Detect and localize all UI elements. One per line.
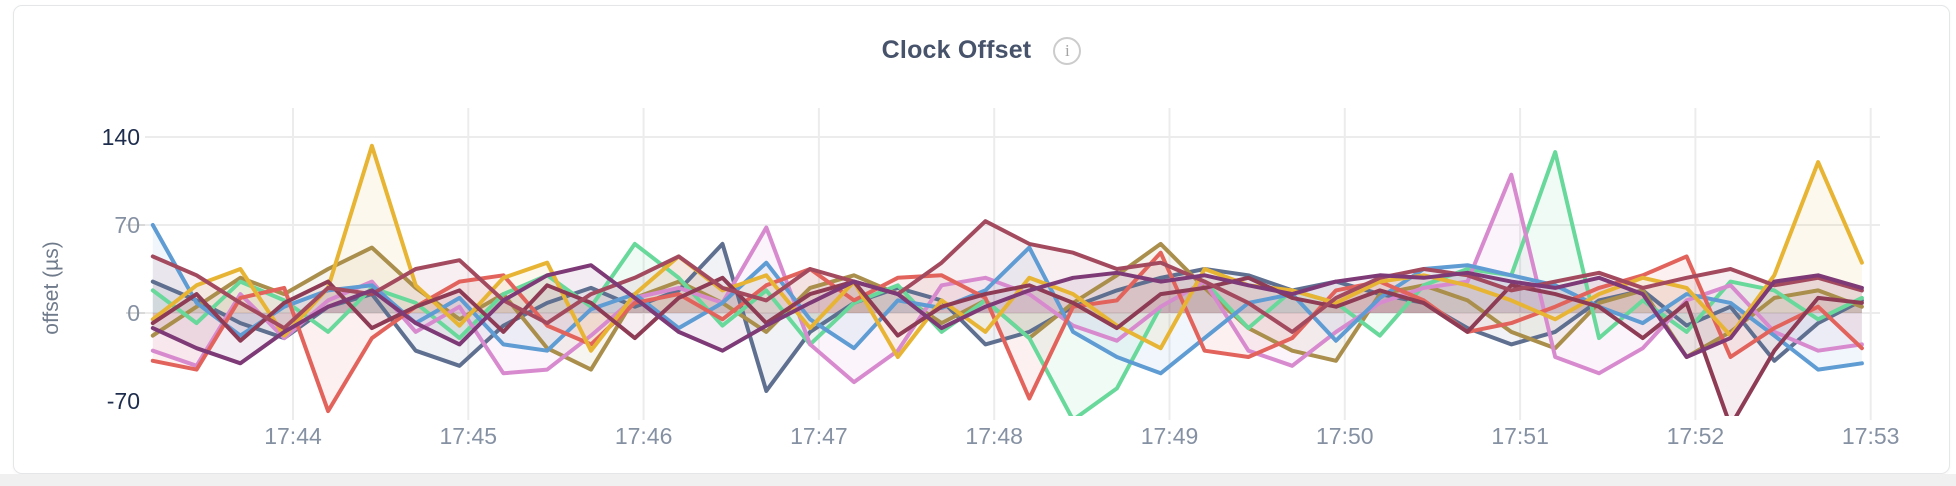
y-tick-label: 0 (127, 300, 140, 326)
x-tick-label: 17:46 (615, 423, 673, 449)
series-area-maroon (152, 221, 1862, 332)
info-icon[interactable]: i (1053, 36, 1082, 65)
x-tick-label: 17:50 (1316, 423, 1374, 449)
x-tick-label: 17:47 (790, 423, 848, 449)
chart-title: Clock Offset (881, 36, 1032, 64)
series-line-maroon[interactable] (150, 219, 1864, 334)
series-line-wine[interactable] (150, 275, 1864, 426)
x-tick-label: 17:52 (1667, 423, 1725, 449)
y-tick-label: 140 (102, 124, 140, 150)
plot-area[interactable] (150, 143, 1864, 426)
x-tick-label: 17:51 (1491, 423, 1549, 449)
x-tick-label: 17:53 (1842, 423, 1900, 449)
y-tick-label: 70 (114, 212, 140, 238)
series-line-plum[interactable] (150, 263, 1864, 366)
series-line-slate[interactable] (150, 241, 1864, 393)
y-tick-label: -70 (107, 388, 140, 414)
x-tick-label: 17:49 (1141, 423, 1199, 449)
series-area-salmon (152, 252, 1862, 412)
x-tick-label: 17:44 (264, 423, 322, 449)
page-background-strip (0, 474, 1956, 486)
series-line-salmon[interactable] (150, 250, 1864, 414)
x-tick-label: 17:48 (965, 423, 1023, 449)
x-tick-label: 17:45 (440, 423, 498, 449)
chart-header: Clock Offset i (14, 36, 1949, 65)
y-axis-label: offset (µs) (40, 241, 63, 334)
series-area-gold (152, 145, 1862, 357)
series-line-gold[interactable] (150, 143, 1864, 359)
series-line-orchid[interactable] (150, 172, 1864, 385)
